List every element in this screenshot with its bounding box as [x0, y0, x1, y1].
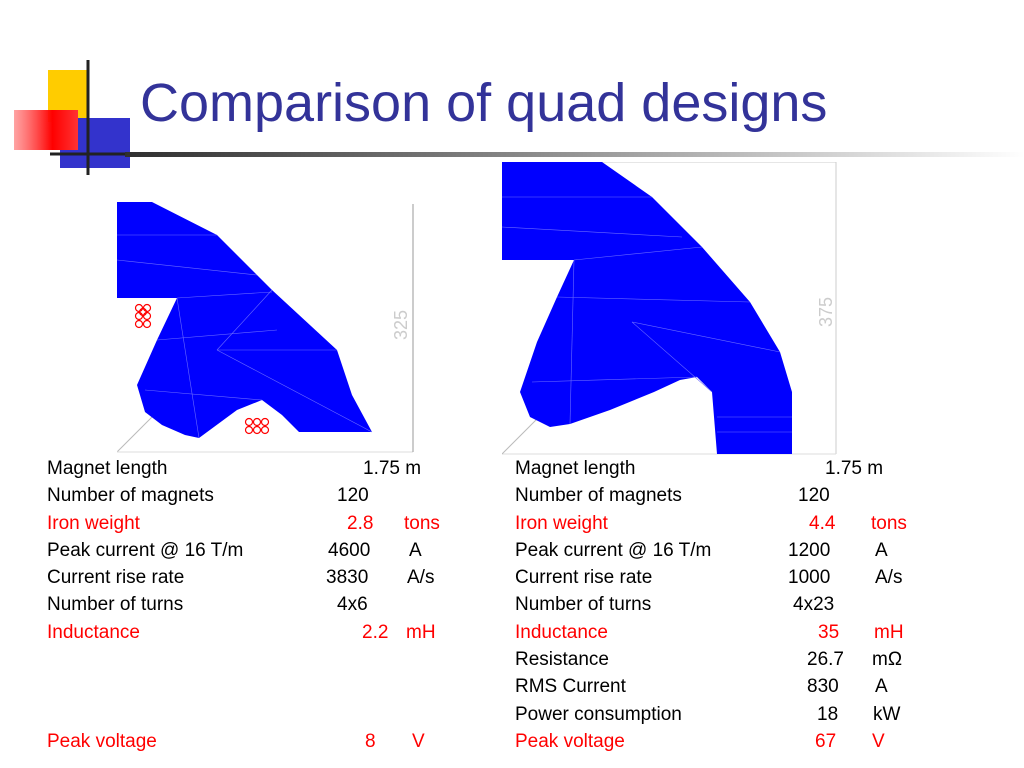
row-value: 1200: [788, 539, 831, 561]
slide-logo-decoration: [14, 60, 140, 175]
slide-title: Comparison of quad designs: [140, 73, 828, 133]
row-label: Resistance: [515, 649, 609, 671]
row-unit: A/s: [875, 567, 903, 589]
dimension-label-left: 325: [391, 310, 411, 340]
row-unit: tons: [404, 512, 440, 534]
quad-diagram-right: 375: [502, 162, 837, 455]
row-label: Magnet length: [515, 458, 636, 479]
row-value: 3830: [326, 567, 369, 589]
row-label: Number of magnets: [515, 485, 682, 507]
row-value: 4.4: [809, 512, 836, 534]
row-label: Iron weight: [515, 512, 608, 534]
row-label: Magnet length: [47, 458, 168, 479]
iron-yoke-right: [502, 162, 792, 454]
row-value: 4x23: [793, 594, 835, 616]
row-value: 830: [807, 676, 839, 698]
row-label: Iron weight: [47, 512, 140, 534]
title-underline: [125, 152, 1024, 157]
row-value: 2.8: [347, 512, 374, 534]
row-unit: A/s: [407, 567, 435, 589]
row-label: Inductance: [515, 621, 608, 643]
dimension-label-right: 375: [816, 297, 836, 327]
row-value: 67: [815, 730, 837, 752]
row-label: Inductance: [47, 621, 140, 643]
row-unit: A: [875, 539, 888, 561]
row-value: 4600: [328, 539, 371, 561]
row-value: 1.75 m: [825, 458, 884, 479]
row-value: 35: [818, 621, 840, 643]
row-value: 1000: [788, 567, 831, 589]
row-unit: kW: [873, 703, 901, 725]
row-unit: tons: [871, 512, 907, 534]
row-unit: mH: [406, 621, 436, 643]
row-label: Number of turns: [515, 594, 652, 616]
row-value: 1.75 m: [363, 458, 422, 479]
row-label: Number of magnets: [47, 485, 214, 507]
row-label: Number of turns: [47, 594, 184, 616]
row-label: Current rise rate: [47, 567, 185, 589]
row-unit: V: [412, 730, 425, 752]
quad-diagram-left: 325: [117, 202, 414, 453]
row-label: Peak voltage: [47, 730, 157, 752]
row-label: RMS Current: [515, 676, 626, 698]
row-unit: A: [409, 539, 422, 561]
row-unit: A: [875, 676, 888, 698]
row-label: Peak current @ 16 T/m: [515, 539, 712, 561]
coil-left: [134, 303, 270, 435]
row-unit: mH: [874, 621, 904, 643]
row-value: 26.7: [807, 649, 844, 671]
row-label: Peak current @ 16 T/m: [47, 539, 244, 561]
row-value: 4x6: [337, 594, 368, 616]
row-value: 18: [817, 703, 839, 725]
row-label: Power consumption: [515, 703, 682, 725]
row-value: 120: [337, 485, 369, 507]
row-label: Current rise rate: [515, 567, 653, 589]
row-value: 120: [798, 485, 830, 507]
row-value: 8: [365, 730, 376, 752]
row-value: 2.2: [362, 621, 389, 643]
row-unit: mΩ: [872, 649, 903, 671]
row-unit: V: [872, 730, 885, 752]
row-label: Peak voltage: [515, 730, 625, 752]
